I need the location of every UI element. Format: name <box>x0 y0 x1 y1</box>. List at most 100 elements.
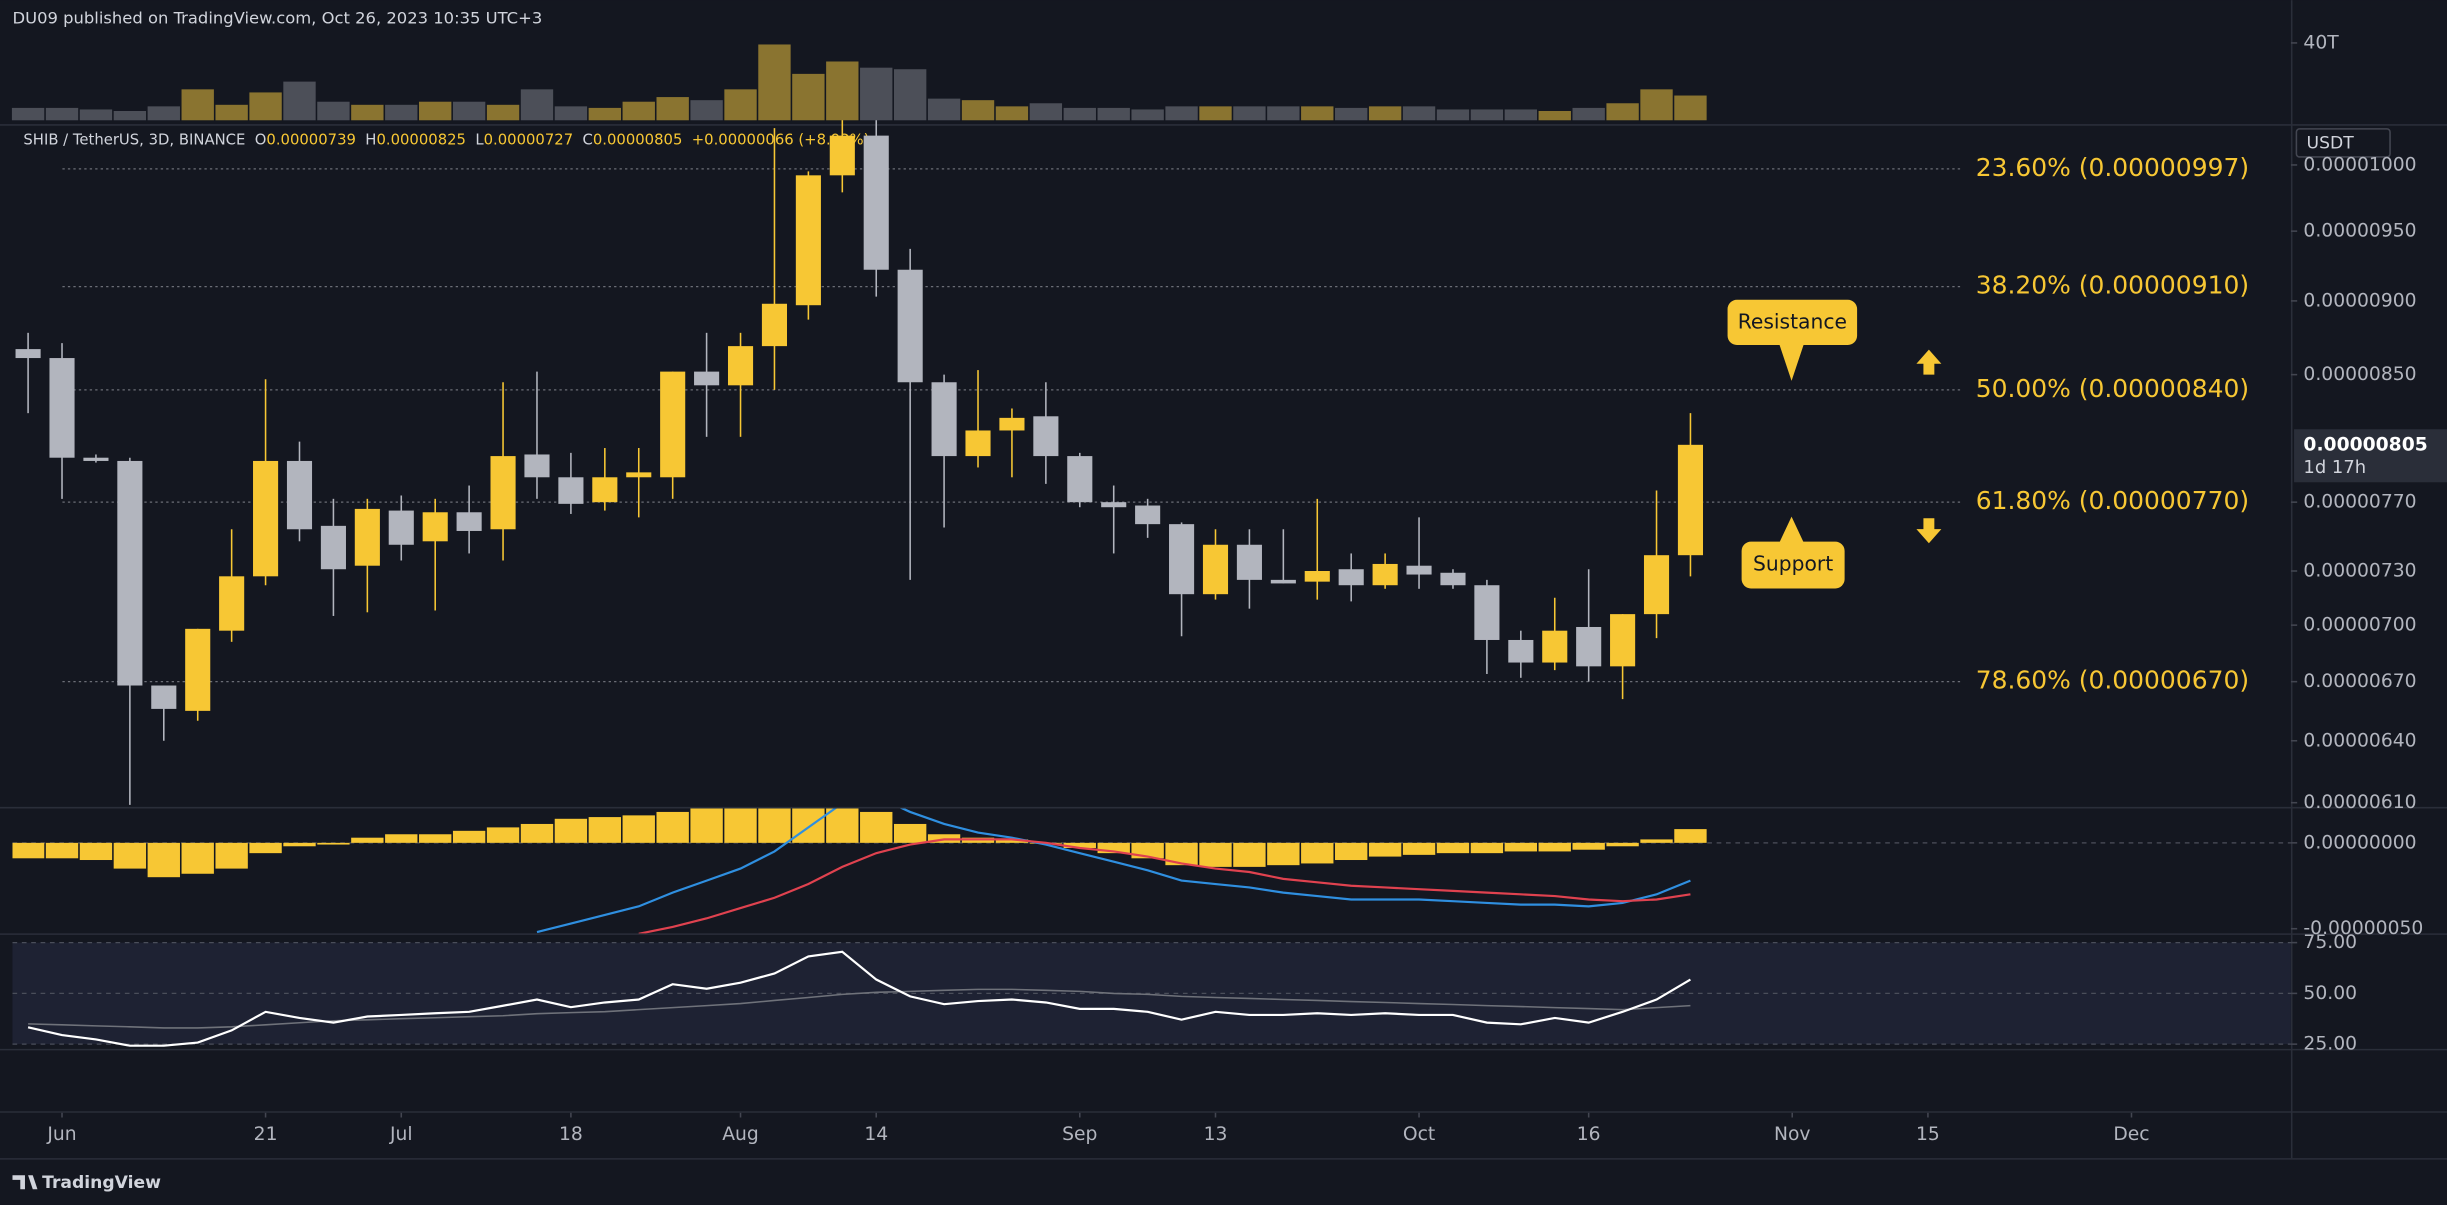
legend-value: 0.00000805 <box>593 132 683 149</box>
rsi-pane <box>12 941 2291 1047</box>
x-tick-label: 21 <box>254 1124 278 1145</box>
volume-bar <box>1402 106 1436 121</box>
x-tick-label: 16 <box>1577 1124 1601 1145</box>
histogram-bar <box>1402 842 1436 855</box>
volume-bar <box>995 106 1029 121</box>
histogram-bar <box>1165 842 1198 866</box>
volume-bar <box>860 67 893 121</box>
candle-body <box>490 456 516 530</box>
y-tick-label: 0.00000000 <box>2303 832 2416 853</box>
histogram-bar <box>1606 842 1639 847</box>
volume-bar <box>927 98 961 121</box>
brand: TradingView <box>42 1173 161 1193</box>
candle-body <box>1033 416 1059 457</box>
pane-separators <box>0 0 2447 1160</box>
candle-body <box>456 512 482 531</box>
candle-body <box>965 430 991 457</box>
candle-body <box>1440 572 1466 586</box>
y-tick-label: 0.00000670 <box>2303 671 2416 692</box>
x-tick-label: Jun <box>46 1124 76 1145</box>
candle-body <box>863 135 889 270</box>
volume-bar <box>11 107 45 121</box>
candle-body <box>1508 639 1534 663</box>
volume-bar <box>893 69 927 121</box>
y-tick-label: 0.00000770 <box>2303 492 2416 513</box>
histogram-bar <box>1063 842 1096 848</box>
volume-bar <box>961 100 995 121</box>
histogram-bar <box>113 842 147 869</box>
histogram-bar <box>79 842 113 861</box>
histogram-bar <box>419 834 452 843</box>
candle-body <box>1304 571 1330 582</box>
candle-body <box>1236 544 1262 580</box>
y-tick-label: 0.00000850 <box>2303 364 2416 385</box>
x-tick-label: 14 <box>864 1124 888 1145</box>
histogram-bar <box>554 818 588 843</box>
volume-bar <box>283 81 316 121</box>
volume-bar <box>1199 106 1232 121</box>
candle-body <box>253 460 279 577</box>
histogram-bar <box>1436 842 1470 854</box>
volume-bar <box>45 107 79 121</box>
candle-body <box>727 346 754 386</box>
histogram-bar <box>588 817 622 843</box>
histogram-bar <box>622 815 655 843</box>
histogram-bar <box>147 842 180 878</box>
countdown: 1d 17h <box>2303 457 2366 478</box>
currency-box <box>2295 128 2391 158</box>
legend-key: O <box>255 132 267 149</box>
footer-logo: TradingView <box>12 1173 161 1193</box>
histogram-bar <box>45 842 79 859</box>
volume-bar <box>1504 109 1538 121</box>
histogram-bar <box>12 842 45 859</box>
volume-bar <box>1368 106 1402 121</box>
histogram-bar <box>1097 842 1130 854</box>
histogram-bar <box>283 842 316 847</box>
candle-body <box>354 508 380 566</box>
rsi-band <box>12 942 2291 1045</box>
legend-value: 0.00000739 <box>266 132 356 149</box>
volume-bar <box>215 104 248 121</box>
volume-bar <box>1436 109 1470 121</box>
histogram-bar <box>792 808 825 843</box>
y-tick-label: 0.00000730 <box>2303 561 2416 582</box>
volume-bar <box>486 104 520 121</box>
candle-body <box>151 685 177 709</box>
candle-body <box>558 477 584 504</box>
histogram-bar <box>758 808 791 843</box>
currency: USDT <box>2307 134 2355 154</box>
volume-bar <box>1233 106 1266 121</box>
candle-body <box>1169 524 1195 595</box>
annotation: Support <box>1753 552 1833 576</box>
histogram-bar <box>1301 842 1334 864</box>
histogram-bar <box>995 839 1029 843</box>
volume-bar <box>113 110 147 121</box>
histogram-bar <box>317 842 350 845</box>
candle-body <box>117 460 143 686</box>
histogram-bar <box>1674 829 1707 843</box>
y-tick-label: -0.00000050 <box>2303 918 2423 939</box>
volume-bar <box>147 106 180 121</box>
candle-body <box>694 371 720 386</box>
candle-body <box>388 510 414 545</box>
volume-bar <box>317 101 350 121</box>
legend-key: L <box>475 132 484 149</box>
histogram-bar <box>452 830 486 843</box>
price-tag <box>2294 429 2447 483</box>
candle-body <box>1372 563 1398 586</box>
legend-key: C <box>583 132 593 149</box>
candle-body <box>897 269 923 383</box>
indicator-line <box>638 838 1691 934</box>
support-callout: Support <box>1741 516 1845 589</box>
x-tick-label: Oct <box>1403 1124 1435 1145</box>
annotation: Resistance <box>1738 310 1847 334</box>
resistance-callout: Resistance <box>1727 299 1858 381</box>
y-tick-label: 0.00001000 <box>2303 154 2416 175</box>
candle-body <box>83 457 109 461</box>
candle-body <box>1643 555 1670 615</box>
x-tick-label: Sep <box>1062 1124 1097 1145</box>
arrow-down <box>1916 518 1942 544</box>
candle-body <box>592 477 618 503</box>
candle-body <box>1270 579 1296 584</box>
